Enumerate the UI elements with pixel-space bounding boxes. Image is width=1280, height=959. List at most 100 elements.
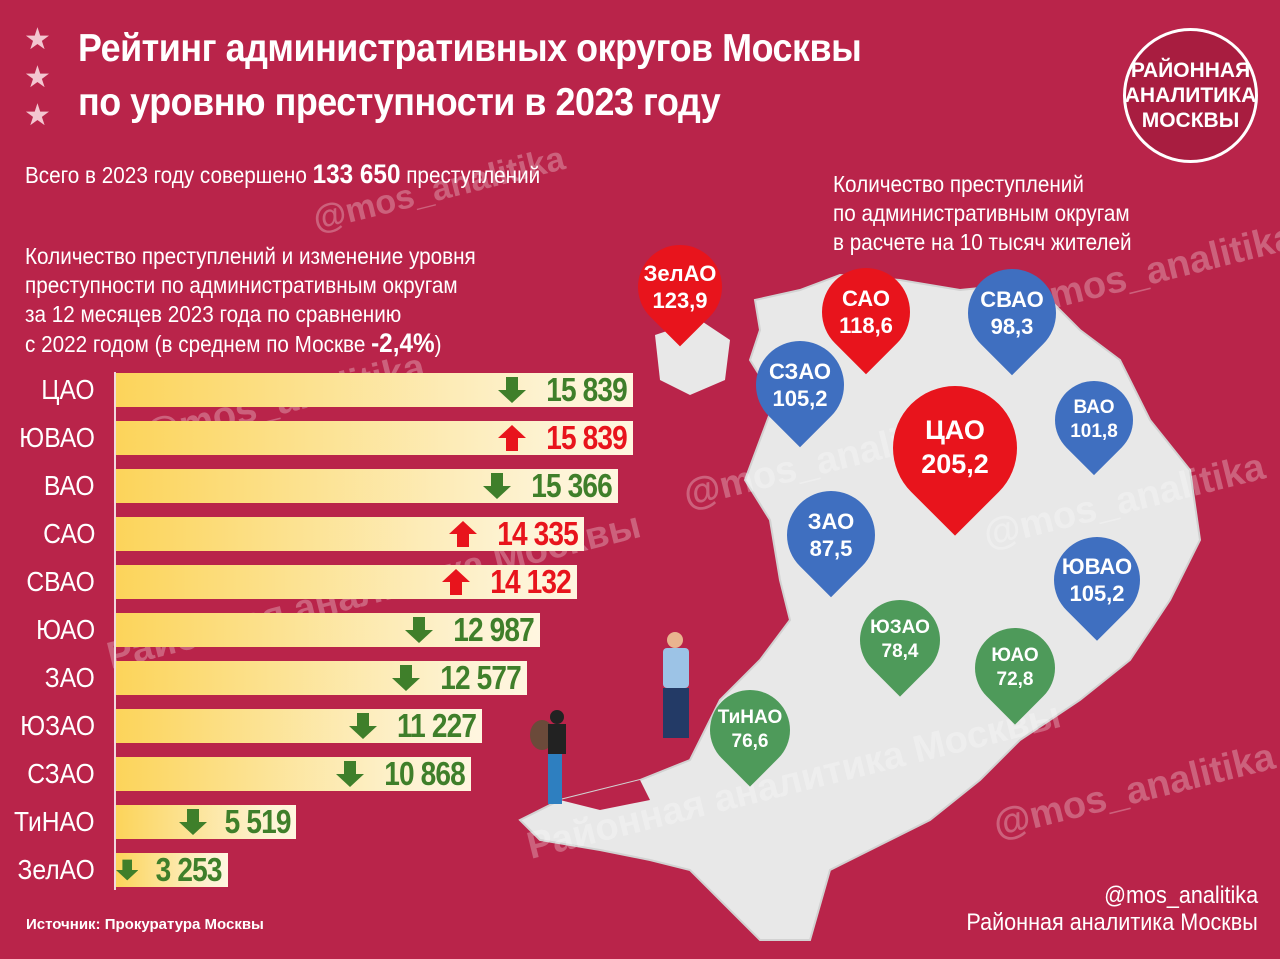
bar-category-label: ЗАО <box>45 662 95 693</box>
arrow-down-icon <box>498 377 527 403</box>
bar-value-label: 11 227 <box>397 707 477 744</box>
bar-value-label: 10 868 <box>384 755 466 792</box>
thief-figure-illustration <box>530 710 575 810</box>
page-title: Рейтинг административных округов Москвы … <box>78 22 862 130</box>
map-main <box>518 273 1202 941</box>
pin-value: 87,5 <box>809 536 853 561</box>
pin-value: 98,3 <box>990 314 1034 339</box>
bar: 14 335 <box>116 515 584 552</box>
map-pin: ЦАО 205,2 <box>867 360 1043 536</box>
arrow-down-icon <box>349 713 378 739</box>
map-pin: ВАО 101,8 <box>1038 364 1150 476</box>
bar-category-label: СВАО <box>26 566 95 597</box>
map-pin: ТиНАО 76,6 <box>693 673 807 787</box>
total-crimes: Всего в 2023 году совершено 133 650 прес… <box>25 160 540 190</box>
intro-line: ) <box>434 331 442 357</box>
arrow-down-icon <box>404 617 433 643</box>
pin-district: ВАО <box>1073 397 1115 419</box>
bar-category-label: ЮАО <box>35 614 95 645</box>
pin-district: САО <box>841 285 891 311</box>
bar-row: ЮВАО 15 839 <box>0 419 700 456</box>
bar-value-label: 12 987 <box>453 611 535 648</box>
bar: 3 253 <box>116 851 228 888</box>
pin-value: 76,6 <box>731 731 769 752</box>
intro-line: Количество преступлений и изменение уров… <box>25 243 476 269</box>
footer-brand: Районная аналитика Москвы <box>966 909 1258 936</box>
star-icon: ★ <box>24 99 51 132</box>
bar-category-label: ЮЗАО <box>20 710 95 741</box>
bar-value-label: 15 839 <box>546 419 628 456</box>
pin-district: ЮАО <box>991 645 1039 667</box>
map-pin: ЮВАО 105,2 <box>1036 519 1158 641</box>
bar-category-label: ЮВАО <box>19 422 95 453</box>
pin-value: 123,9 <box>652 288 708 313</box>
map-pin: САО 118,6 <box>803 249 929 375</box>
pin-value: 101,8 <box>1070 421 1118 442</box>
logo-line: АНАЛИТИКА <box>1124 84 1257 107</box>
bar-category-label: СЗАО <box>27 758 95 789</box>
map-intro-line: в расчете на 10 тысяч жителей <box>833 229 1132 255</box>
pin-value: 205,2 <box>921 449 989 479</box>
map-pin: ЮЗАО 78,4 <box>843 583 957 697</box>
bar-category-label: ТиНАО <box>14 806 95 837</box>
total-value: 133 650 <box>312 159 401 189</box>
arrow-down-icon <box>391 665 420 691</box>
bar: 15 366 <box>116 467 618 504</box>
bar-row: ТиНАО 5 519 <box>0 803 700 840</box>
bar-row: ЮАО 12 987 <box>0 611 700 648</box>
pin-district: СЗАО <box>768 358 832 384</box>
bar-row: СЗАО 10 868 <box>0 755 700 792</box>
logo-line: РАЙОННАЯ <box>1130 59 1251 82</box>
total-prefix: Всего в 2023 году совершено <box>25 162 307 188</box>
bar-value-label: 5 519 <box>224 803 291 840</box>
footer-handle[interactable]: @mos_analitika <box>1104 882 1258 909</box>
bar: 10 868 <box>116 755 471 792</box>
pin-value: 72,8 <box>996 669 1034 690</box>
arrow-up-icon <box>448 521 477 547</box>
bar-row: ВАО 15 366 <box>0 467 700 504</box>
police-figure-illustration <box>655 632 695 742</box>
map-intro: Количество преступлений по административ… <box>833 170 1132 257</box>
bar-value-label: 14 132 <box>490 563 573 600</box>
intro-line: за 12 месяцев 2023 года по сравнению <box>25 301 402 327</box>
pin-district: ЗелАО <box>643 260 717 286</box>
logo: РАЙОННАЯ АНАЛИТИКА МОСКВЫ <box>1123 28 1258 163</box>
bar-axis <box>114 372 116 890</box>
bar-value-label: 12 577 <box>439 659 522 696</box>
arrow-down-icon <box>178 809 207 835</box>
star-icon: ★ <box>24 61 51 94</box>
bar: 11 227 <box>116 707 483 744</box>
pin-district: ЮЗАО <box>870 617 930 639</box>
bar-category-label: ЗелАО <box>17 854 95 885</box>
map-pin: ЮАО 72,8 <box>958 611 1072 725</box>
pin-value: 118,6 <box>839 313 893 338</box>
map-intro-line: по административным округам <box>833 200 1130 226</box>
bar-value-label: 15 839 <box>546 371 628 408</box>
intro-line: преступности по административным округам <box>25 272 458 298</box>
bar-chart-intro: Количество преступлений и изменение уров… <box>25 242 476 359</box>
bar: 15 839 <box>116 419 633 456</box>
bar-row: ЮЗАО 11 227 <box>0 707 700 744</box>
arrow-down-icon <box>116 859 139 881</box>
source-note: Источник: Прокуратура Москвы <box>26 916 264 933</box>
arrow-down-icon <box>482 473 511 499</box>
bar-row: СВАО 14 132 <box>0 563 700 600</box>
logo-line: МОСКВЫ <box>1141 109 1240 132</box>
pin-district: СВАО <box>980 286 1044 312</box>
bar: 12 577 <box>116 659 527 696</box>
bar-row: ЦАО 15 839 <box>0 371 700 408</box>
bar-row: ЗелАО 3 253 <box>0 851 700 888</box>
bar-value-label: 14 335 <box>497 515 579 552</box>
intro-line: с 2022 годом (в среднем по Москве <box>25 331 366 357</box>
pin-value: 105,2 <box>1069 581 1125 606</box>
arrow-up-icon <box>498 425 527 451</box>
bar-value-label: 15 366 <box>530 467 613 504</box>
bar-row: ЗАО 12 577 <box>0 659 700 696</box>
pin-district: ТиНАО <box>717 707 783 729</box>
bar-category-label: ВАО <box>44 470 95 501</box>
average-change: -2,4% <box>371 328 435 358</box>
bar: 5 519 <box>116 803 297 840</box>
bar-row: САО 14 335 <box>0 515 700 552</box>
pin-value: 105,2 <box>772 386 828 411</box>
pin-district: ЮВАО <box>1061 553 1133 579</box>
